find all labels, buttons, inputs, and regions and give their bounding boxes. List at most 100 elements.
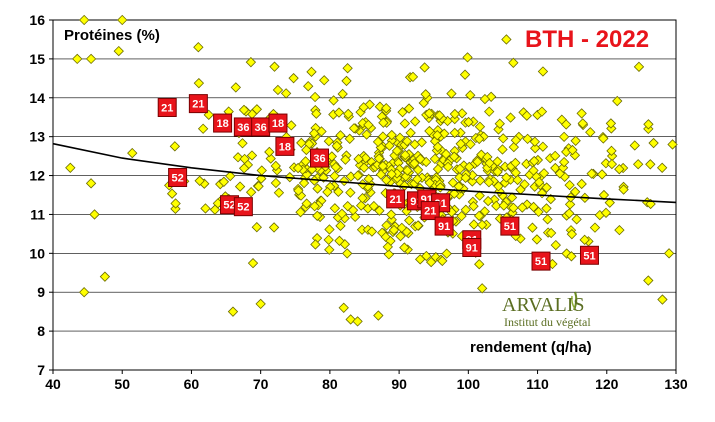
data-point bbox=[446, 88, 457, 99]
data-point bbox=[309, 201, 320, 212]
data-point bbox=[395, 231, 406, 242]
data-point bbox=[477, 283, 488, 294]
data-point bbox=[388, 224, 400, 236]
data-point bbox=[667, 139, 678, 150]
data-point bbox=[455, 138, 466, 149]
data-point bbox=[571, 214, 582, 225]
data-point bbox=[529, 155, 540, 167]
data-point bbox=[529, 136, 541, 147]
data-point bbox=[340, 154, 351, 165]
data-point bbox=[614, 164, 625, 175]
data-point bbox=[288, 72, 299, 84]
data-point bbox=[338, 175, 350, 187]
data-point bbox=[521, 110, 532, 121]
x-axis-label: rendement (q/ha) bbox=[470, 339, 592, 356]
y-tick-label: 10 bbox=[29, 245, 45, 261]
data-point bbox=[424, 125, 435, 137]
data-point bbox=[494, 118, 505, 129]
data-point bbox=[632, 159, 644, 170]
data-point bbox=[463, 116, 474, 128]
y-tick-label: 9 bbox=[37, 284, 45, 300]
y-tick-label: 16 bbox=[29, 12, 45, 28]
x-tick-label: 130 bbox=[664, 376, 688, 392]
data-point bbox=[606, 123, 617, 134]
data-point bbox=[78, 14, 90, 26]
data-point bbox=[506, 192, 518, 203]
data-point bbox=[415, 254, 426, 265]
data-point bbox=[372, 136, 384, 148]
data-point bbox=[374, 205, 385, 216]
data-point bbox=[454, 163, 466, 175]
data-point bbox=[218, 176, 230, 187]
data-point bbox=[614, 224, 625, 236]
data-point bbox=[334, 235, 345, 246]
logo-name: ARVALIS bbox=[502, 294, 585, 316]
data-point bbox=[245, 187, 257, 198]
data-point bbox=[333, 186, 344, 198]
data-point bbox=[286, 120, 297, 131]
data-point bbox=[265, 153, 276, 164]
data-point bbox=[357, 192, 368, 204]
data-point bbox=[462, 52, 473, 63]
data-point bbox=[663, 248, 675, 259]
point-label: 91 bbox=[466, 243, 478, 255]
labeled-point: 18 bbox=[213, 113, 233, 133]
point-label: 18 bbox=[279, 141, 291, 153]
data-point bbox=[230, 82, 241, 93]
data-point bbox=[558, 131, 570, 143]
data-point bbox=[324, 224, 335, 235]
labeled-point: 21 bbox=[386, 189, 406, 209]
data-point bbox=[465, 139, 476, 150]
data-point bbox=[378, 117, 389, 128]
data-point bbox=[377, 160, 389, 172]
data-point bbox=[415, 153, 426, 165]
data-point bbox=[352, 170, 363, 181]
data-point bbox=[166, 188, 178, 199]
data-point bbox=[605, 118, 617, 129]
data-point bbox=[474, 133, 485, 145]
data-point bbox=[72, 53, 83, 65]
data-point bbox=[268, 222, 280, 233]
data-point bbox=[510, 157, 521, 169]
data-point bbox=[538, 168, 550, 179]
point-marker bbox=[268, 113, 288, 133]
data-point bbox=[629, 140, 640, 151]
data-point bbox=[377, 131, 389, 142]
data-point bbox=[292, 162, 304, 174]
data-point bbox=[576, 108, 587, 119]
y-tick-label: 13 bbox=[29, 129, 45, 145]
data-point bbox=[497, 144, 508, 155]
data-point bbox=[238, 163, 250, 174]
data-point bbox=[358, 102, 369, 113]
point-marker bbox=[188, 94, 208, 114]
data-point bbox=[441, 248, 452, 259]
data-point bbox=[357, 118, 368, 129]
x-tick-label: 80 bbox=[322, 376, 338, 392]
data-point bbox=[531, 234, 543, 245]
data-point bbox=[309, 91, 321, 103]
data-point bbox=[449, 188, 460, 199]
data-point bbox=[542, 214, 553, 225]
data-point bbox=[409, 116, 421, 127]
data-point bbox=[484, 157, 495, 169]
data-point bbox=[533, 177, 545, 188]
data-point bbox=[298, 177, 310, 189]
data-point bbox=[468, 219, 480, 230]
data-point bbox=[337, 88, 348, 100]
data-point bbox=[510, 135, 522, 146]
point-label: 36 bbox=[255, 122, 267, 134]
x-tick-label: 60 bbox=[184, 376, 200, 392]
data-point bbox=[375, 169, 387, 180]
data-point bbox=[421, 250, 432, 262]
data-point bbox=[606, 158, 618, 170]
labeled-point: 36 bbox=[310, 148, 330, 168]
data-point bbox=[323, 136, 335, 147]
data-point bbox=[245, 57, 257, 68]
data-point bbox=[522, 133, 533, 145]
data-point bbox=[272, 84, 284, 96]
data-point bbox=[460, 172, 471, 184]
axis-ticks: 7 8 9 10 11 12 13 14 15 16 40 50 60 70 80 90 100 110 120 13… bbox=[29, 12, 687, 392]
data-point bbox=[270, 160, 281, 172]
data-point bbox=[508, 202, 519, 214]
data-point bbox=[342, 200, 353, 212]
